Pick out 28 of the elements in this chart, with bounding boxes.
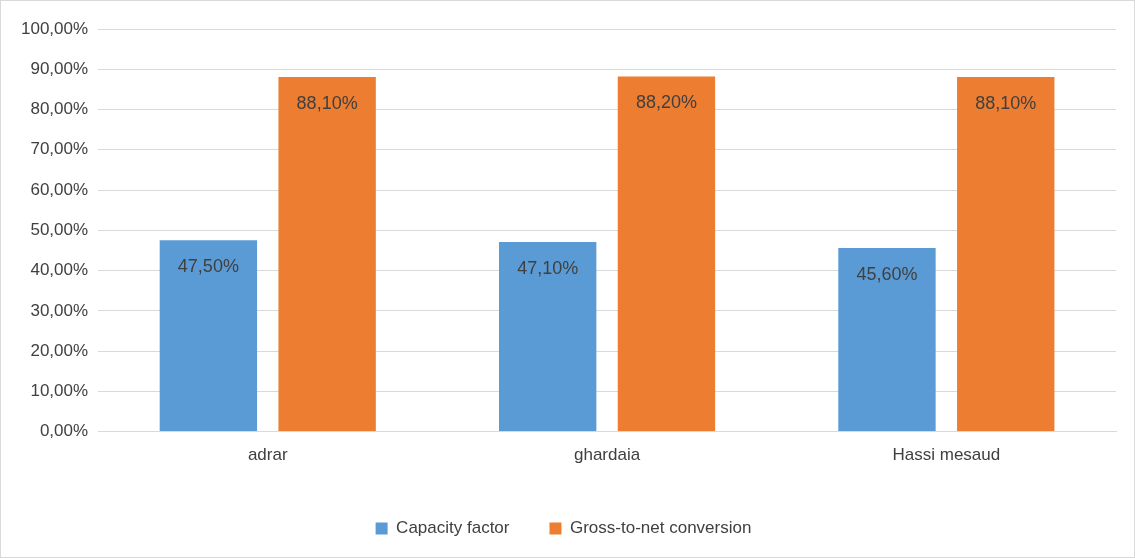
x-tick-label: ghardaia — [573, 445, 641, 465]
bar — [159, 240, 258, 432]
y-tick-label: 30,00% — [30, 300, 89, 320]
bar — [957, 76, 1055, 432]
y-tick-label: 10,00% — [30, 381, 89, 401]
data-label: 47,50% — [177, 256, 239, 277]
bar — [617, 76, 716, 432]
y-tick-label: 80,00% — [30, 99, 89, 119]
y-tick-label: 50,00% — [30, 219, 89, 239]
data-label: 88,10% — [975, 92, 1037, 113]
data-label: 88,10% — [296, 92, 358, 113]
x-tick-label: Hassi mesaud — [892, 445, 1001, 465]
y-tick-label: 60,00% — [30, 179, 89, 199]
data-label: 47,10% — [517, 257, 579, 278]
legend-label: Gross-to-net conversion — [569, 518, 752, 538]
y-tick-label: 100,00% — [20, 18, 89, 38]
y-tick-label: 70,00% — [30, 139, 89, 159]
data-label: 88,20% — [635, 92, 697, 113]
y-tick-label: 20,00% — [30, 340, 89, 360]
y-tick-label: 0,00% — [39, 421, 89, 441]
bar — [278, 76, 376, 432]
y-tick-label: 90,00% — [30, 58, 89, 78]
y-tick-label: 40,00% — [30, 260, 89, 280]
bar — [498, 241, 597, 432]
data-label: 45,60% — [856, 263, 918, 284]
bar — [838, 248, 936, 432]
legend-label: Capacity factor — [396, 518, 510, 538]
x-tick-label: adrar — [247, 445, 288, 465]
